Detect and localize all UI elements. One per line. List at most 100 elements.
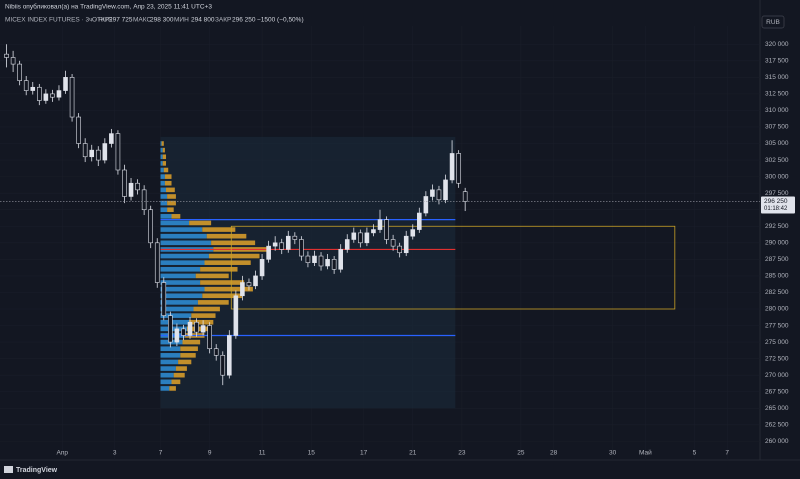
x-tick-label: 9 — [208, 450, 212, 457]
profile-up-bar — [160, 326, 187, 332]
y-tick-label: 317 500 — [765, 58, 789, 65]
y-tick-label: 320 000 — [765, 41, 789, 48]
countdown: 01:18:42 — [764, 206, 788, 212]
profile-up-bar — [160, 366, 176, 371]
candle-body — [325, 259, 330, 267]
profile-down-bar — [173, 372, 185, 378]
candle-body — [240, 282, 245, 297]
y-tick-label: 300 000 — [765, 173, 789, 180]
profile-up-bar — [160, 220, 190, 226]
y-tick-label: 272 500 — [765, 355, 789, 362]
candle-body — [4, 53, 9, 58]
candle-body — [279, 242, 285, 250]
candle-body — [220, 355, 226, 376]
profile-up-bar — [160, 147, 163, 153]
candle-body — [154, 242, 160, 283]
profile-up-bar — [160, 161, 163, 166]
last-price-label: 296 250 — [764, 198, 788, 205]
x-tick-label: 28 — [550, 450, 558, 457]
candle-body — [318, 255, 324, 267]
currency[interactable]: RUB — [766, 19, 780, 26]
candle-body — [266, 245, 271, 260]
candle-body — [299, 239, 304, 257]
candle-body — [456, 153, 461, 184]
x-tick-label: 30 — [609, 450, 617, 457]
profile-down-bar — [161, 141, 164, 146]
candle-body — [351, 232, 357, 240]
candle-body — [181, 328, 186, 336]
profile-up-bar — [160, 273, 196, 279]
y-tick-label: 307 500 — [765, 124, 789, 131]
candle-body — [43, 93, 49, 101]
y-tick-label: 260 000 — [765, 438, 789, 445]
candle-body — [377, 219, 383, 230]
candle-body — [82, 143, 88, 158]
y-tick-label: 267 500 — [765, 388, 789, 395]
y-tick-label: 280 000 — [765, 306, 789, 313]
stat-value: 296 250 — [232, 17, 256, 24]
y-tick-label: 297 500 — [765, 190, 789, 197]
profile-up-bar — [160, 319, 190, 325]
published-note: Nibiis опубликовал(а) на TradingView.com… — [5, 3, 212, 11]
x-tick-label: Апр — [56, 450, 68, 457]
candle-body — [69, 77, 75, 118]
x-tick-label: 3 — [113, 450, 117, 457]
candle-body — [417, 212, 422, 230]
x-tick-label: 7 — [159, 450, 163, 457]
profile-up-bar — [160, 313, 192, 318]
profile-up-bar — [160, 154, 163, 160]
candle-body — [410, 229, 416, 237]
candle-body — [148, 209, 153, 244]
profile-area — [160, 136, 456, 409]
profile-up-bar — [160, 240, 212, 246]
profile-down-bar — [195, 273, 229, 279]
profile-up-bar — [160, 266, 201, 272]
y-tick-label: 315 000 — [765, 74, 789, 81]
profile-down-bar — [162, 161, 167, 166]
profile-up-bar — [160, 286, 205, 292]
candle-body — [423, 196, 429, 214]
candle-body — [174, 328, 180, 343]
profile-down-bar — [189, 220, 212, 226]
y-tick-label: 305 000 — [765, 140, 789, 147]
currency-box[interactable] — [761, 15, 785, 29]
profile-down-bar — [162, 154, 167, 160]
candle-body — [213, 348, 219, 356]
profile-down-bar — [202, 293, 242, 299]
candle-body — [436, 189, 442, 201]
profile-down-bar — [164, 174, 172, 179]
zone — [230, 225, 676, 310]
profile-up-bar — [160, 253, 209, 259]
profile-down-bar — [178, 359, 192, 365]
profile-up-bar — [160, 194, 168, 199]
candle-body — [17, 63, 22, 81]
candle-body — [102, 143, 108, 161]
candle-body — [30, 86, 36, 91]
profile-up-bar — [160, 141, 162, 146]
x-tick-label: 5 — [693, 450, 697, 457]
candle-body — [371, 229, 376, 234]
candle-body — [403, 235, 409, 254]
candle-body — [10, 57, 16, 65]
candle-body — [200, 325, 206, 333]
profile-up-bar — [160, 359, 179, 365]
candle-body — [207, 325, 212, 350]
profile-up-bar — [160, 293, 203, 299]
candle-body — [63, 77, 68, 91]
candle-body — [161, 282, 167, 316]
profile-down-bar — [208, 253, 260, 259]
profile-up-bar — [160, 187, 167, 193]
profile-up-bar — [160, 306, 194, 312]
candle-body — [331, 259, 337, 270]
profile-down-bar — [162, 147, 165, 153]
profile-down-bar — [193, 306, 220, 312]
profile-up-bar — [160, 207, 168, 213]
profile-down-bar — [204, 286, 253, 292]
candle-body — [233, 295, 239, 336]
last-price-box — [761, 196, 795, 214]
y-tick-label: 277 500 — [765, 322, 789, 329]
candle-body — [95, 149, 101, 161]
profile-up-bar — [160, 379, 172, 385]
stat-label: МИН — [174, 17, 189, 24]
